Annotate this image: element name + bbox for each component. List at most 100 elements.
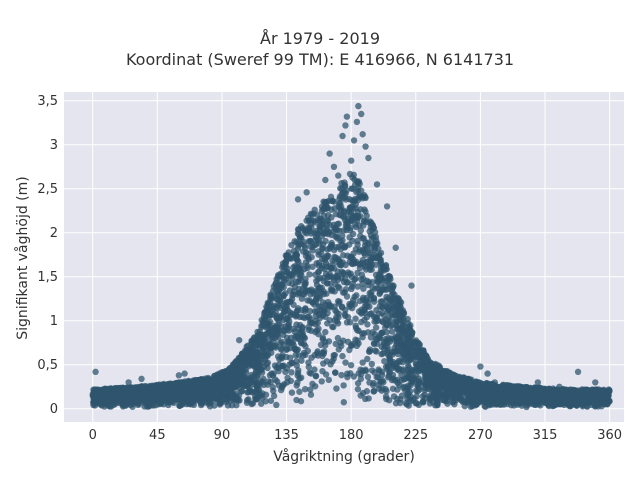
- data-point: [264, 306, 271, 313]
- data-point: [216, 400, 223, 407]
- data-point: [345, 208, 352, 215]
- data-point: [378, 309, 386, 317]
- data-point: [321, 199, 329, 206]
- data-point: [134, 401, 142, 409]
- data-point: [364, 355, 371, 363]
- data-point: [368, 360, 376, 368]
- data-point: [304, 264, 311, 272]
- data-point: [276, 356, 283, 363]
- data-point: [211, 402, 218, 409]
- data-point: [390, 393, 398, 400]
- data-point: [426, 392, 433, 400]
- data-point: [603, 394, 610, 402]
- data-point: [506, 398, 513, 405]
- data-point: [309, 263, 316, 270]
- data-point: [392, 317, 399, 324]
- data-point: [374, 278, 381, 286]
- data-point: [566, 398, 573, 405]
- data-point: [539, 396, 546, 403]
- data-point: [270, 392, 278, 400]
- data-point: [305, 238, 313, 245]
- data-point: [139, 383, 146, 390]
- data-point: [415, 380, 422, 388]
- data-point: [362, 366, 369, 373]
- data-point: [419, 397, 427, 405]
- data-point: [584, 388, 591, 395]
- data-point: [185, 378, 193, 385]
- data-point: [173, 395, 180, 402]
- data-point: [301, 229, 309, 236]
- data-point: [371, 347, 379, 354]
- data-point: [233, 402, 240, 409]
- data-point: [267, 295, 274, 303]
- data-point: [302, 279, 309, 286]
- data-point: [363, 259, 370, 266]
- data-point: [419, 347, 427, 354]
- data-point: [246, 349, 253, 356]
- data-point: [333, 210, 340, 218]
- data-point: [246, 384, 253, 391]
- data-point: [389, 296, 396, 303]
- data-point: [351, 181, 359, 189]
- data-point: [364, 373, 372, 381]
- data-point: [282, 353, 290, 361]
- data-point: [263, 330, 270, 338]
- data-point: [368, 367, 376, 374]
- data-point: [345, 241, 353, 248]
- data-point: [359, 247, 366, 254]
- data-point: [280, 362, 287, 369]
- data-point: [326, 317, 334, 324]
- data-point: [370, 295, 378, 303]
- data-point: [274, 329, 281, 336]
- data-point: [242, 369, 250, 376]
- data-point: [398, 344, 406, 351]
- data-point: [291, 345, 298, 352]
- data-point: [319, 221, 326, 228]
- data-point: [524, 393, 532, 400]
- data-point: [385, 372, 393, 379]
- data-point: [340, 207, 348, 214]
- data-point: [253, 395, 260, 402]
- data-point: [311, 206, 318, 213]
- data-point: [342, 359, 349, 366]
- data-point: [407, 326, 414, 333]
- data-point: [426, 369, 434, 376]
- data-point: [508, 393, 515, 400]
- data-point: [409, 366, 416, 374]
- data-point: [433, 361, 440, 369]
- data-point: [377, 298, 384, 305]
- data-point: [386, 301, 393, 308]
- data-point: [421, 384, 429, 392]
- data-point: [323, 358, 331, 365]
- data-point: [265, 351, 272, 358]
- data-point: [340, 399, 348, 406]
- data-point: [383, 387, 390, 395]
- data-point: [259, 345, 267, 352]
- data-point: [334, 334, 342, 342]
- chart-title-line1: År 1979 - 2019: [260, 29, 380, 48]
- data-point: [253, 348, 261, 355]
- data-point: [177, 402, 184, 409]
- data-point: [288, 272, 295, 279]
- data-point: [400, 309, 408, 316]
- data-point: [364, 321, 371, 328]
- data-point: [290, 264, 297, 271]
- data-point: [118, 397, 126, 405]
- data-point: [278, 384, 286, 391]
- data-point: [338, 342, 345, 350]
- data-point: [305, 214, 312, 221]
- data-point: [267, 397, 275, 404]
- data-point: [412, 347, 419, 354]
- data-point: [470, 384, 477, 391]
- data-point: [348, 304, 356, 312]
- data-point: [254, 328, 261, 336]
- data-point: [467, 377, 474, 385]
- data-point: [314, 236, 321, 243]
- data-point: [99, 386, 106, 393]
- data-point: [137, 393, 145, 400]
- data-points: [89, 102, 613, 411]
- data-point: [419, 393, 427, 400]
- data-point: [458, 389, 465, 396]
- data-point: [338, 371, 345, 379]
- data-point: [592, 402, 599, 409]
